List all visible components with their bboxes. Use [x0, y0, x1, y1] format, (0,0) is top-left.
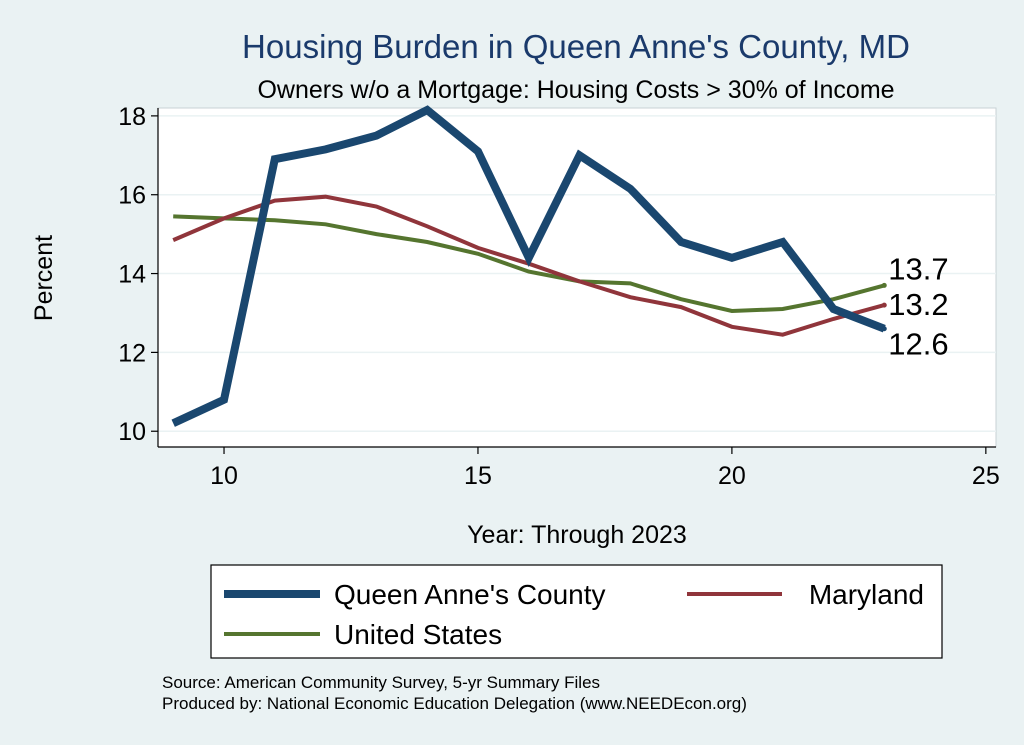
y-tick-label: 10: [118, 418, 146, 446]
y-tick-label: 14: [118, 261, 146, 289]
end-labels: 13.713.2 12.6: [888, 251, 948, 361]
series-lines: [171, 105, 887, 427]
chart-subtitle: Owners w/o a Mortgage: Housing Costs > 3…: [257, 76, 894, 104]
y-axis-label: Percent: [30, 235, 58, 321]
source-line-1: Source: American Community Survey, 5-yr …: [162, 673, 600, 692]
source-line-2: Produced by: National Economic Education…: [162, 694, 747, 713]
x-tick-label: 15: [464, 462, 492, 490]
series-queen-annes-county-legend-label: Queen Anne's County: [334, 579, 606, 610]
series-united-states-line: [173, 214, 885, 314]
x-tick-label: 25: [972, 462, 1000, 490]
end-label-2: 12.6: [888, 327, 948, 362]
legend-box: [210, 564, 943, 659]
x-tick-label: 10: [210, 462, 238, 490]
series-maryland-legend-label: Maryland: [809, 579, 924, 610]
grid-lines: [158, 115, 996, 432]
chart-title: Housing Burden in Queen Anne's County, M…: [242, 28, 910, 65]
x-axis-label: Year: Through 2023: [467, 521, 687, 549]
series-queen-annes-county-end-point: [881, 326, 887, 332]
axes: 10 12 14 16 18 10 15 20 25: [118, 103, 1000, 490]
series-queen-annes-county-line: [171, 105, 886, 427]
y-tick-label: 12: [118, 339, 146, 367]
series-united-states-end-point: [881, 282, 887, 288]
end-label-0: 13.7: [888, 251, 948, 286]
y-tick-label: 18: [118, 103, 146, 131]
legend: Queen Anne's County Maryland United States: [224, 579, 924, 650]
end-label-1: 13.2: [888, 287, 948, 322]
x-tick-label: 20: [718, 462, 746, 490]
y-tick-label: 16: [118, 182, 146, 210]
series-united-states-legend-label: United States: [334, 619, 502, 650]
series-maryland-end-point: [881, 302, 887, 308]
